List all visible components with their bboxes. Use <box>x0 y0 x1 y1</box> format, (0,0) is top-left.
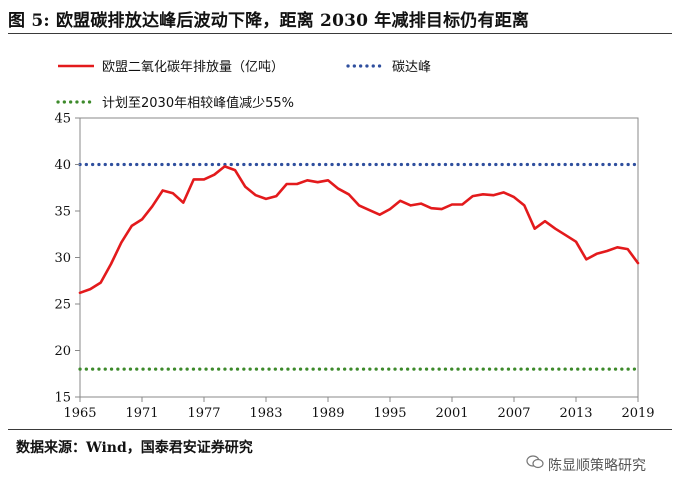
y-tick-label: 20 <box>54 344 71 359</box>
y-tick-label: 25 <box>54 298 71 313</box>
y-tick-label: 15 <box>54 391 71 406</box>
x-tick-label: 1965 <box>63 406 96 421</box>
x-tick-label: 2019 <box>621 406 654 421</box>
y-tick-label: 30 <box>54 251 71 266</box>
x-tick-label: 2007 <box>497 406 530 421</box>
series-line-0 <box>78 165 640 295</box>
wechat-icon <box>526 455 544 469</box>
x-tick-label: 2013 <box>559 406 592 421</box>
x-tick-label: 1971 <box>125 406 158 421</box>
x-tick-label: 1983 <box>249 406 282 421</box>
x-tick-label: 1989 <box>311 406 344 421</box>
y-tick-label: 35 <box>54 205 71 220</box>
x-tick-label: 1995 <box>373 406 406 421</box>
x-tick-label: 2001 <box>435 406 468 421</box>
y-axis-ticks: 15 20 25 30 35 40 45 <box>54 112 80 406</box>
watermark: 陈显顺策略研究 <box>548 458 646 474</box>
data-source: 数据来源：Wind，国泰君安证券研究 <box>16 440 253 456</box>
reference-lines <box>78 162 640 371</box>
source-divider <box>8 429 672 430</box>
legend-label-2: 计划至2030年相较峰值减少55% <box>102 95 294 111</box>
legend-label-1: 碳达峰 <box>392 60 431 75</box>
x-axis-ticks: 1965 1971 1977 1983 1989 1995 2001 2007 2013 2019 <box>63 397 655 421</box>
y-tick-label: 45 <box>54 112 71 127</box>
legend-label-0: 欧盟二氧化碳年排放量（亿吨） <box>102 60 284 75</box>
plot-frame <box>79 117 639 398</box>
y-tick-label: 40 <box>54 158 71 173</box>
series-lines <box>78 165 640 295</box>
x-tick-label: 1977 <box>187 406 220 421</box>
figure-title: 图 5: 欧盟碳排放达峰后波动下降，距离 2030 年减排目标仍有距离 <box>8 11 530 31</box>
title-divider <box>8 33 672 34</box>
